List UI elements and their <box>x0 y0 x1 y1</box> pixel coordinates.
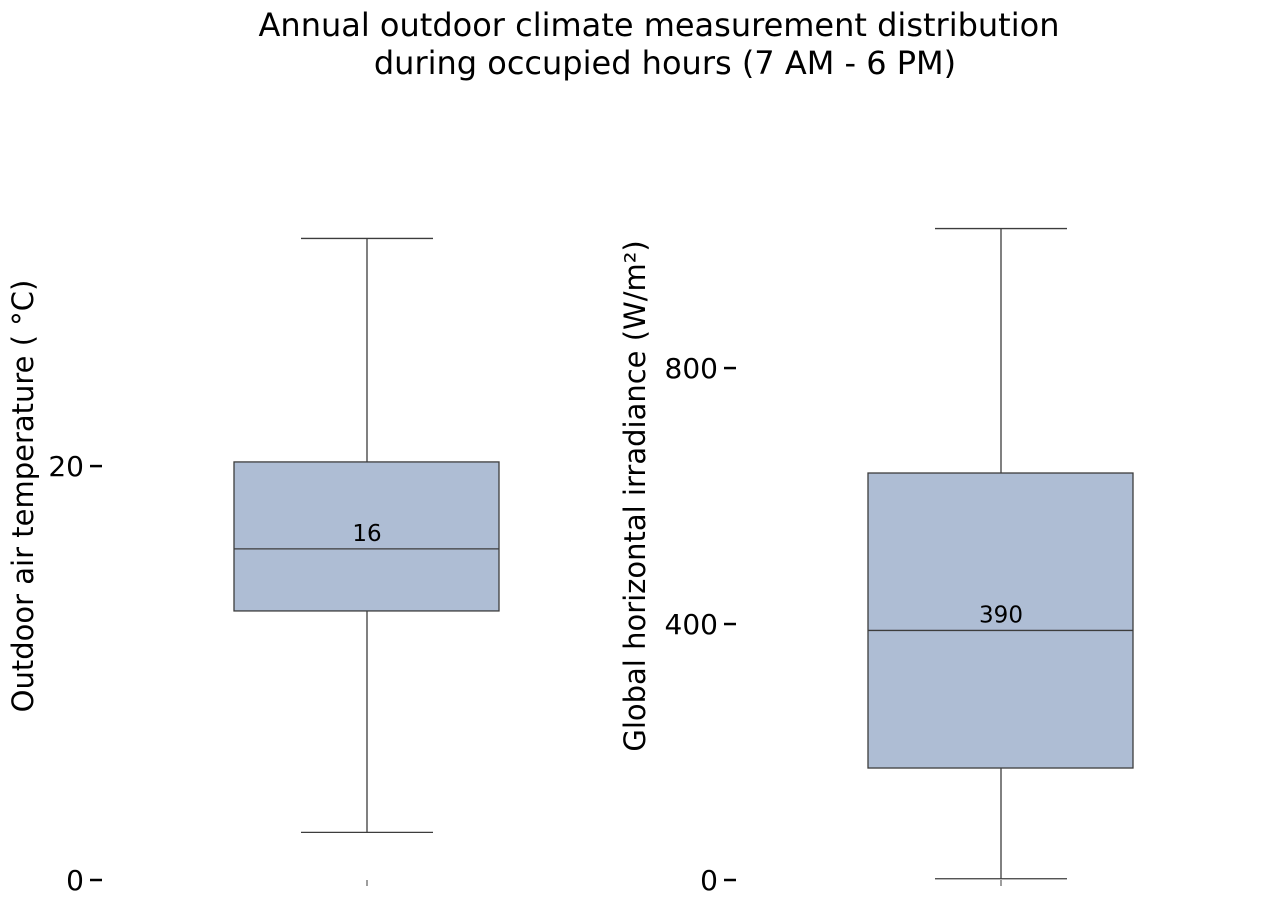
temperature-y-tick-label: 20 <box>48 450 84 483</box>
temperature-boxplot: 16 <box>233 237 500 834</box>
irradiance-median-label: 390 <box>979 602 1023 628</box>
temperature-y-axis-label: Outdoor air temperature ( °C) <box>6 280 40 713</box>
chart-title-line1: Annual outdoor climate measurement distr… <box>259 6 1060 44</box>
irradiance-y-tick-label: 0 <box>700 864 718 897</box>
temperature-iqr-box <box>233 461 500 612</box>
irradiance-panel: Global horizontal irradiance (W/m²) 0 400… <box>618 227 1134 897</box>
irradiance-y-axis-label: Global horizontal irradiance (W/m²) <box>618 240 652 751</box>
temperature-y-ticks: 0 20 <box>48 450 102 897</box>
irradiance-y-tick-label: 400 <box>665 608 718 641</box>
temperature-y-tick-label: 0 <box>66 864 84 897</box>
irradiance-boxplot: 390 <box>867 227 1134 880</box>
irradiance-y-ticks: 0 400 800 <box>665 352 736 897</box>
irradiance-iqr-box <box>867 472 1134 769</box>
chart-title-line2: during occupied hours (7 AM - 6 PM) <box>374 44 956 82</box>
temperature-median-label: 16 <box>352 521 381 547</box>
temperature-panel: Outdoor air temperature ( °C) 0 20 16 <box>6 237 500 897</box>
irradiance-y-tick-label: 800 <box>665 352 718 385</box>
